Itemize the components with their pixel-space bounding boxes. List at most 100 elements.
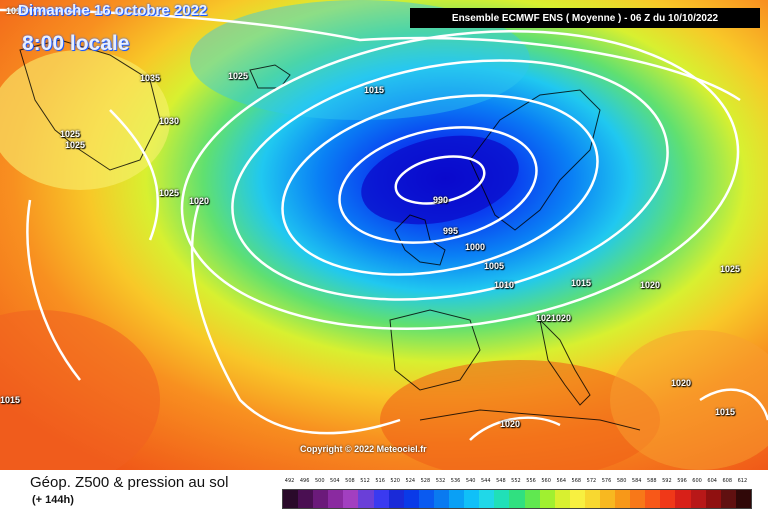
legend-value: 500: [314, 478, 325, 484]
forecast-date: Dimanche 16 octobre 2022: [18, 2, 208, 19]
legend-value: 560: [541, 478, 551, 484]
isobar-label: 1020: [189, 196, 210, 206]
isobar-995: [338, 126, 538, 244]
isobar-label: 1020: [500, 419, 521, 429]
coastline-scandinavia: [469, 89, 601, 231]
legend-value: 520: [390, 478, 400, 484]
legend-swatch: [464, 490, 480, 508]
legend-swatch: [630, 490, 646, 508]
isobar-label: 1000: [465, 242, 486, 252]
legend-swatch: [313, 490, 329, 508]
legend-swatch: [615, 490, 631, 508]
legend-value: 596: [677, 478, 687, 484]
legend-value: 540: [465, 478, 476, 484]
legend-swatch: [539, 490, 555, 508]
color-scale-legend: [282, 489, 752, 509]
isobar-label: 1030: [159, 116, 180, 126]
isobar-label: 1025: [65, 140, 86, 150]
legend-value: 604: [707, 478, 717, 484]
legend-swatch: [494, 490, 510, 508]
legend-swatch: [373, 490, 389, 508]
isobar-label: 1015: [364, 85, 385, 95]
isobar-990: [394, 155, 486, 205]
legend-swatch: [735, 490, 751, 508]
isobar-label: 1025: [159, 188, 180, 198]
isobar-label: 1015: [571, 278, 592, 288]
warm-area-west: [0, 310, 160, 470]
legend-value: 600: [692, 478, 702, 484]
legend-value: 528: [420, 478, 431, 484]
isobar-label: 1020: [640, 280, 661, 290]
isobar-label: 1005: [484, 261, 505, 271]
legend-value: 584: [631, 478, 642, 484]
legend-value: 492: [284, 478, 295, 484]
legend-value: 512: [360, 478, 370, 484]
isobar-label: 1025: [720, 264, 741, 274]
legend-value: 612: [737, 478, 748, 484]
legend-value: 564: [556, 478, 566, 484]
legend-swatch: [403, 490, 419, 508]
isobar-label: 1010: [494, 280, 515, 290]
low-pressure-core: [361, 135, 519, 225]
isobars: [0, 0, 768, 440]
model-title-banner: Ensemble ECMWF ENS ( Moyenne ) - 06 Z du…: [410, 8, 760, 28]
warm-area-southeast: [610, 330, 768, 470]
legend-value: 556: [526, 478, 536, 484]
isobar-label: 1015: [715, 407, 736, 417]
legend-swatch: [358, 490, 374, 508]
coastline-iceland: [249, 64, 291, 89]
warm-area-south: [380, 360, 660, 470]
isobar-label: 1025: [228, 71, 249, 81]
legend-swatch: [298, 490, 314, 508]
isobar-label: 1015: [0, 395, 21, 405]
isobar-1015-east: [699, 388, 768, 421]
forecast-lead-time: (+ 144h): [32, 494, 74, 506]
legend-swatch: [388, 490, 404, 508]
legend-value: 508: [345, 478, 355, 484]
legend-value: 568: [571, 478, 582, 484]
corner-isobar-label: 1015: [6, 6, 27, 16]
isobar-1000: [281, 94, 599, 276]
isobar-1010: [180, 29, 740, 331]
coastlines: [19, 39, 641, 431]
legend-swatch: [524, 490, 540, 508]
legend-value: 504: [330, 478, 340, 484]
legend-swatch: [418, 490, 434, 508]
isobar-label: 1025: [60, 129, 81, 139]
legend-swatch: [720, 490, 736, 508]
isobar-1020: [190, 199, 401, 435]
legend-swatch: [479, 490, 495, 508]
legend-value: 532: [435, 478, 446, 484]
isobar-label: 1035: [140, 73, 161, 83]
coastline-italy: [539, 318, 591, 406]
legend-swatch: [449, 490, 465, 508]
coastline-british-isles: [394, 214, 446, 266]
legend-value-labels: 492 496 500 504 508 512 516 520 524 528 532 536 540 5…: [282, 478, 750, 484]
legend-swatch: [599, 490, 616, 508]
coastline-north-africa: [419, 409, 641, 431]
isobar-1020-south: [469, 416, 561, 441]
legend-swatch: [660, 490, 676, 508]
legend-value: 588: [647, 478, 657, 484]
isobar-label: 990: [433, 195, 449, 205]
legend-value: 524: [405, 478, 416, 484]
legend-value: 544: [480, 478, 491, 484]
geopotential-ridge-west: [0, 50, 170, 190]
legend-value: 496: [299, 478, 310, 484]
legend-swatch: [328, 490, 344, 508]
legend-value: 608: [722, 478, 733, 484]
legend-value: 592: [662, 478, 672, 484]
legend-value: 580: [616, 478, 627, 484]
legend-value: 576: [601, 478, 612, 484]
legend-value: 572: [586, 478, 597, 484]
isobar-label: 1020: [671, 378, 692, 388]
legend-swatch: [554, 490, 570, 508]
legend-swatch: [433, 490, 450, 508]
map-caption: Géop. Z500 & pression au sol: [30, 474, 229, 491]
legend-swatch: [675, 490, 691, 508]
isobar-1005: [231, 59, 669, 301]
isobar-1030: [109, 109, 159, 241]
legend-value: 548: [496, 478, 506, 484]
copyright-notice: Copyright © 2022 Meteociel.fr: [300, 444, 427, 454]
isobar-label: 1021020: [536, 313, 572, 323]
